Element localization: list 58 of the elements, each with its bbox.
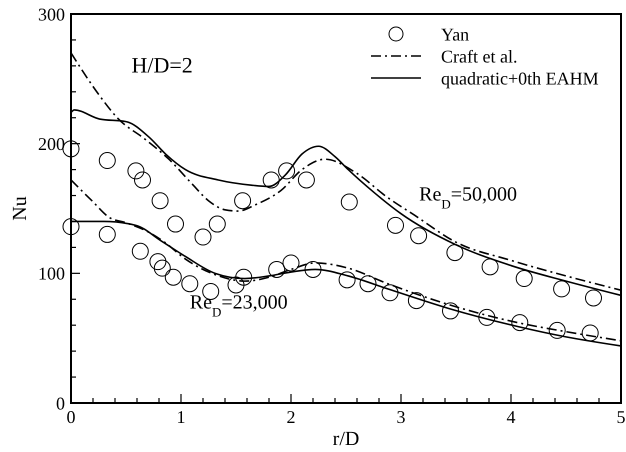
y-tick-label: 100 — [38, 264, 65, 284]
point — [62, 218, 80, 236]
point — [228, 276, 244, 294]
y-axis-title: Nu — [9, 196, 31, 221]
point — [98, 226, 116, 243]
point — [553, 280, 570, 298]
annotation: Re$_{D}$=23,000 — [190, 291, 288, 319]
point — [181, 275, 198, 292]
x-tick-label: 2 — [286, 407, 296, 427]
point — [548, 322, 566, 339]
point — [516, 270, 533, 288]
point — [511, 314, 528, 332]
point — [585, 289, 602, 306]
point — [127, 162, 144, 180]
point — [268, 260, 286, 278]
x-axis-title: r/D — [332, 428, 360, 450]
x-tick-label: 4 — [506, 407, 516, 427]
point — [304, 260, 322, 278]
point — [262, 171, 280, 188]
point — [282, 254, 300, 272]
point — [132, 242, 149, 260]
point — [338, 271, 356, 288]
point — [235, 268, 252, 286]
point — [387, 216, 404, 234]
point — [442, 302, 459, 320]
point — [167, 216, 184, 233]
point — [382, 284, 398, 302]
point — [152, 192, 169, 210]
y-tick-label: 200 — [38, 134, 65, 154]
point — [298, 171, 315, 188]
point — [194, 228, 212, 246]
point — [62, 140, 80, 158]
annotation: H/D=2 — [132, 52, 193, 78]
y-tick-label: 300 — [38, 4, 65, 24]
point — [98, 152, 116, 170]
point — [410, 227, 428, 244]
legend-label: Craft et al. — [441, 46, 518, 66]
point — [478, 308, 496, 326]
legend-label: Yan — [441, 24, 470, 44]
legend-label: quadratic+0th EAHM — [441, 68, 599, 88]
x-tick-label: 5 — [616, 407, 626, 427]
point — [582, 324, 599, 342]
point — [164, 268, 182, 286]
point — [446, 244, 464, 262]
point — [278, 162, 296, 180]
point — [154, 260, 171, 277]
y-tick-label: 0 — [56, 393, 65, 414]
point — [234, 192, 252, 210]
point — [208, 216, 226, 233]
x-tick-label: 1 — [176, 407, 186, 427]
point — [340, 194, 358, 211]
x-tick-label: 3 — [396, 407, 406, 427]
point — [482, 258, 499, 276]
point — [149, 253, 166, 270]
point — [360, 275, 376, 292]
point — [408, 292, 425, 310]
point — [134, 171, 151, 188]
annotation: Re$_{D}$=50,000 — [419, 184, 518, 212]
